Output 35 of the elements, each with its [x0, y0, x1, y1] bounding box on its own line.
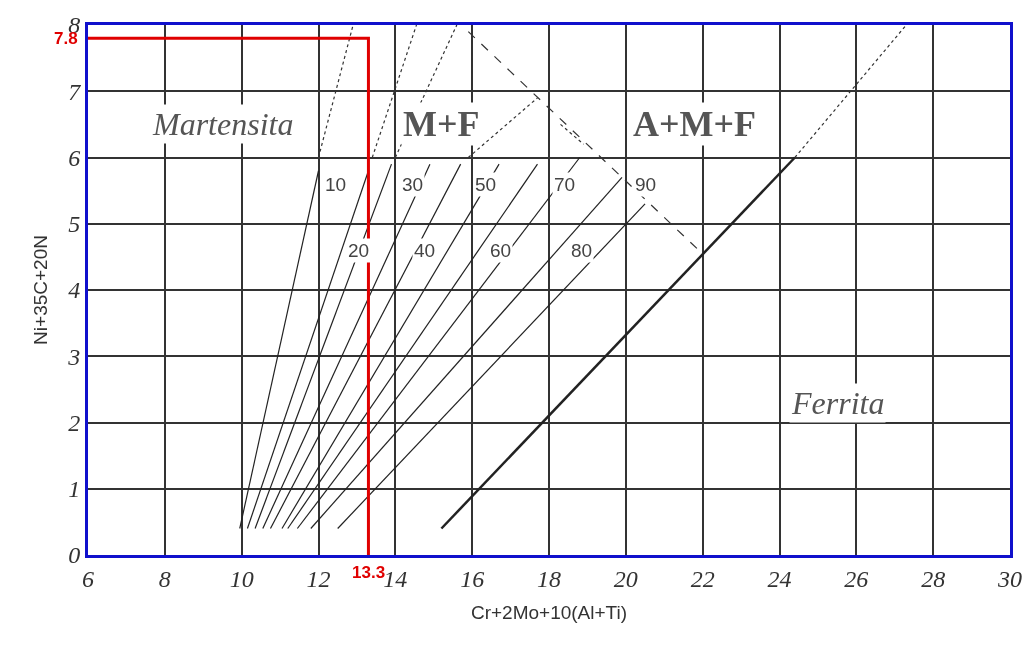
annotation: 20 [348, 240, 370, 261]
annotation: Martensita [152, 106, 294, 142]
x-tick-label: 16 [460, 565, 485, 592]
annotation: M+F [403, 104, 480, 144]
x-tick-label: 24 [767, 565, 792, 592]
y-tick-label: 3 [67, 343, 81, 370]
x-tick-label: 30 [997, 565, 1022, 592]
x-tick-label: 8 [158, 565, 171, 592]
y-tick-label: 7 [68, 78, 82, 105]
annotation: 40 [414, 240, 436, 261]
x-tick-label: 22 [690, 565, 715, 592]
y-tick-label: 0 [68, 542, 81, 569]
x-tick-label: 18 [537, 565, 561, 592]
annotation: 50 [475, 174, 497, 195]
x-tick-label: 10 [229, 565, 254, 592]
x-axis-title: Cr+2Mo+10(Al+Ti) [470, 601, 628, 623]
annotation: 10 [325, 174, 347, 195]
x-tick-label: 20 [613, 565, 638, 592]
x-tick-label: 26 [844, 565, 869, 592]
y-tick-label: 6 [68, 144, 81, 171]
y-tick-label: 5 [68, 211, 81, 238]
annotation: 90 [635, 174, 657, 195]
y-axis-title: Ni+35C+20N [30, 235, 52, 345]
annotation: A+M+F [633, 104, 756, 144]
annotation: 70 [554, 174, 576, 195]
annotation: 30 [402, 174, 424, 195]
y-tick-label: 4 [68, 277, 81, 304]
annotation: 13.3 [352, 563, 386, 582]
annotation: 80 [571, 240, 593, 261]
y-tick-label: 2 [68, 409, 81, 436]
annotation: Ferrita [791, 385, 885, 421]
annotation: 60 [490, 240, 512, 261]
x-tick-label: 28 [921, 565, 946, 592]
x-tick-label: 12 [306, 565, 331, 592]
y-tick-label: 1 [68, 476, 81, 503]
